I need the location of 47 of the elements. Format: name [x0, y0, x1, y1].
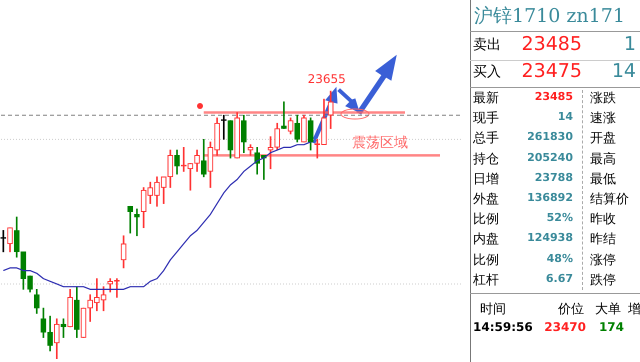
text: 比例 [473, 252, 499, 269]
text: 最高 [590, 150, 616, 168]
text: 比例 [473, 211, 499, 228]
text: 261830 [527, 130, 573, 144]
annotation: 23655 [308, 72, 346, 86]
text: 昨结 [590, 231, 616, 248]
text: 涨停 [590, 252, 616, 269]
text: 价位 [558, 301, 584, 318]
text: 205240 [527, 150, 573, 164]
text: 沪锌1710 zn171 [474, 4, 625, 29]
text: 14:59:56 [473, 320, 533, 334]
text: 持仓 [473, 150, 499, 168]
text: 14 [612, 60, 636, 82]
text: 卖出 [473, 36, 501, 54]
text: 最低 [590, 170, 616, 188]
text: 外盘 [473, 191, 499, 208]
ref-line-label: 震荡区域 [352, 135, 408, 152]
text: 大单 [595, 301, 621, 318]
text: 23470 [544, 320, 586, 334]
text: 最新 [473, 90, 499, 107]
text: 日增 [473, 170, 499, 188]
text: 14 [558, 110, 573, 124]
text: 52% [546, 211, 573, 224]
text: 124938 [527, 231, 573, 244]
text: 时间 [480, 301, 506, 318]
text: 23485 [534, 90, 573, 103]
text: 昨收 [590, 211, 616, 228]
text: 现手 [473, 110, 499, 128]
text: 23475 [522, 60, 582, 82]
text: 总手 [473, 130, 499, 148]
text: 跌停 [590, 272, 616, 289]
text: 48% [546, 252, 573, 265]
text: 结算价 [590, 191, 629, 208]
text: 174 [598, 320, 624, 334]
text: 内盘 [473, 231, 499, 248]
text: 杠杆 [473, 272, 499, 289]
text: 增 [628, 301, 640, 318]
text: 6.67 [546, 272, 573, 285]
text: 136892 [527, 191, 573, 204]
text: 买入 [473, 63, 501, 81]
text: 23485 [522, 33, 582, 55]
text: 速涨 [590, 110, 616, 128]
text: 开盘 [590, 130, 616, 148]
text: 涨跌 [590, 90, 616, 107]
text: 1 [624, 33, 636, 55]
candlestick [134, 208, 140, 236]
text: 23788 [534, 170, 573, 184]
